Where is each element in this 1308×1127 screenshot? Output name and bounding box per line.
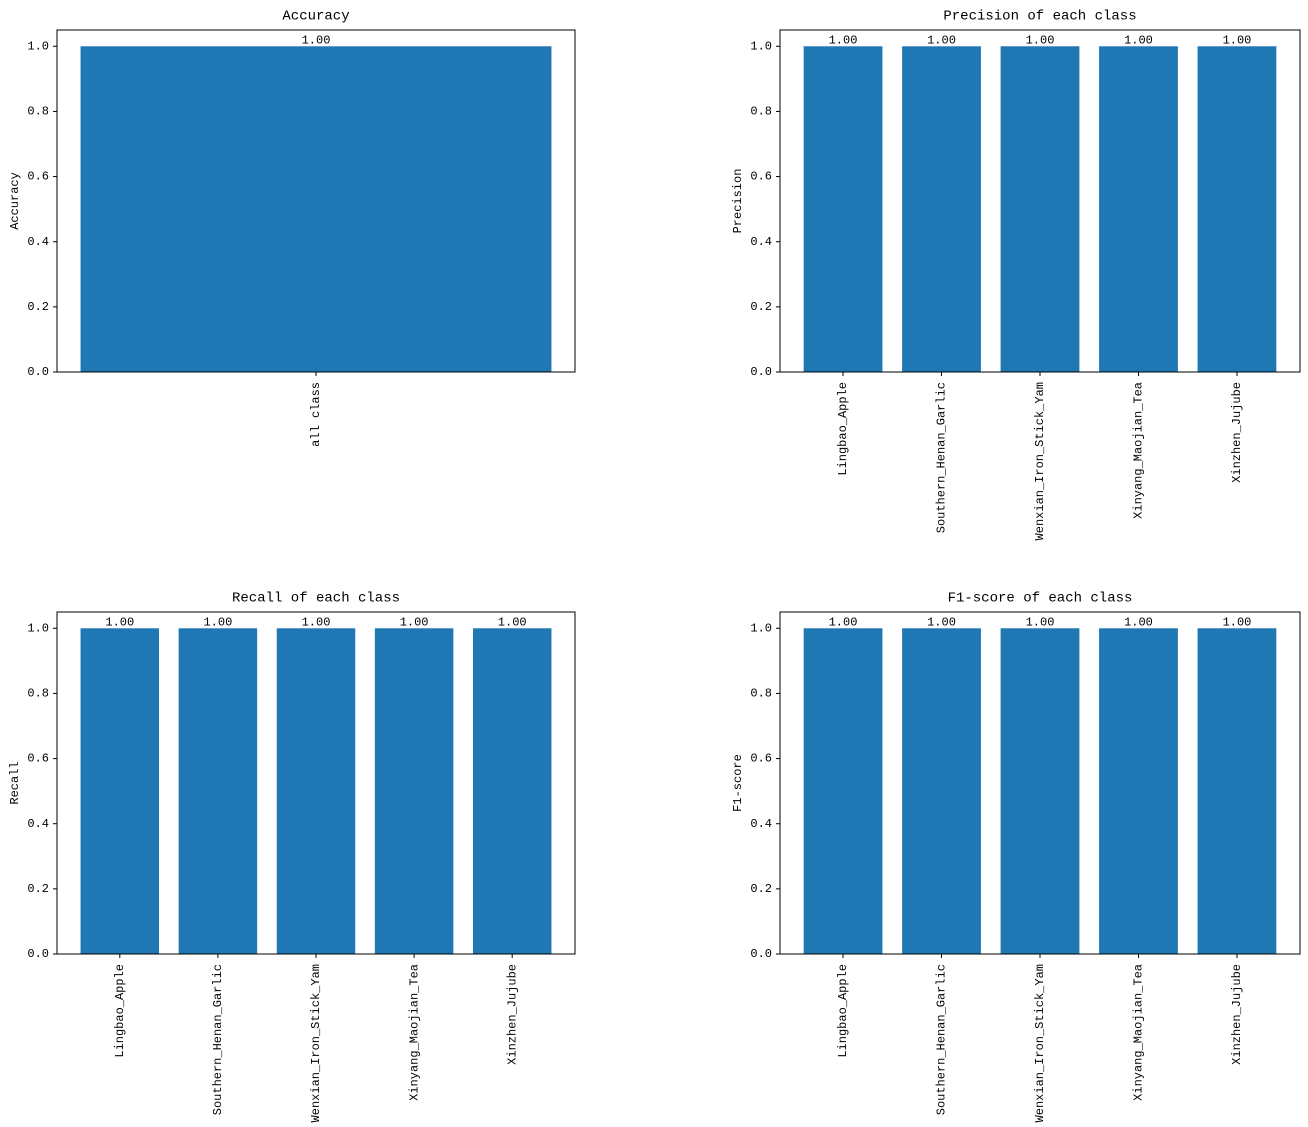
value-label: 1.00 [927,615,956,629]
y-tick-label: 1.0 [27,39,49,53]
value-label: 1.00 [1223,33,1252,47]
x-tick-label: Xinyang_Maojian_Tea [1132,382,1146,519]
y-tick-label: 0.4 [27,235,49,249]
bar [1197,46,1277,373]
y-tick-label: 0.6 [27,752,49,766]
y-tick-label: 0.2 [750,882,772,896]
value-label: 1.00 [927,33,956,47]
chart-title: F1-score of each class [948,591,1133,607]
axes-frame [56,29,576,373]
value-label: 1.00 [1124,615,1153,629]
x-tick-label: Southern_Henan_Garlic [935,382,949,533]
value-label: 1.00 [829,615,858,629]
value-label: 1.00 [105,615,134,629]
bar [1197,628,1277,954]
y-axis-label: Accuracy [8,172,22,230]
y-tick-label: 0.0 [750,947,772,961]
bar [803,46,883,373]
x-tick-label: Lingbao_Apple [113,964,127,1058]
value-label: 1.00 [302,615,331,629]
value-label: 1.00 [829,33,858,47]
y-tick-label: 0.4 [27,817,49,831]
x-tick-label: Xinyang_Maojian_Tea [407,964,421,1101]
bar [803,628,883,954]
y-tick-label: 0.0 [27,365,49,379]
bar [472,628,552,954]
value-label: 1.00 [203,615,232,629]
chart-title: Precision of each class [943,9,1136,25]
y-tick-label: 0.8 [750,105,772,119]
y-axis-label: F1-score [731,754,745,812]
value-label: 1.00 [1223,615,1252,629]
bar [1099,628,1178,954]
x-tick-label: Wenxian_Iron_Stick_Yam [309,964,323,1122]
y-tick-label: 1.0 [750,39,772,53]
bar [80,46,552,373]
y-tick-label: 0.4 [750,235,772,249]
y-tick-label: 1.0 [750,621,772,635]
y-axis-label: Precision [731,169,745,234]
bar [374,628,454,954]
y-tick-label: 0.2 [27,882,49,896]
x-tick-label: Southern_Henan_Garlic [211,964,225,1115]
y-tick-label: 0.6 [750,170,772,184]
value-label: 1.00 [1026,615,1055,629]
y-tick-label: 0.0 [750,365,772,379]
bar [1000,628,1080,954]
bar [902,628,981,954]
value-label: 1.00 [1124,33,1153,47]
value-label: 1.00 [400,615,429,629]
chart-title: Recall of each class [232,591,400,607]
y-tick-label: 0.8 [750,687,772,701]
value-label: 1.00 [498,615,527,629]
x-tick-label: Xinzhen_Jujube [1230,964,1244,1065]
y-tick-label: 0.0 [27,947,49,961]
x-tick-label: Xinzhen_Jujube [505,964,519,1065]
bar [1000,46,1080,373]
bar [276,628,356,954]
y-tick-label: 0.6 [750,752,772,766]
y-tick-label: 0.8 [27,687,49,701]
y-tick-label: 0.6 [27,170,49,184]
x-tick-label: Wenxian_Iron_Stick_Yam [1033,382,1047,540]
bar [902,46,981,373]
y-tick-label: 0.8 [27,105,49,119]
value-label: 1.00 [1026,33,1055,47]
x-tick-label: Southern_Henan_Garlic [935,964,949,1115]
chart-title: Accuracy [282,9,349,25]
y-tick-label: 1.0 [27,621,49,635]
value-label: 1.00 [302,33,331,47]
x-tick-label: Lingbao_Apple [836,382,850,476]
x-tick-label: Xinzhen_Jujube [1230,382,1244,483]
x-tick-label: all class [309,382,323,447]
axes-frame [779,611,1301,955]
bar [80,628,160,954]
y-tick-label: 0.2 [27,300,49,314]
axes-frame [779,29,1301,373]
y-tick-label: 0.2 [750,300,772,314]
bar [1099,46,1178,373]
x-tick-label: Xinyang_Maojian_Tea [1132,964,1146,1101]
bar [178,628,258,954]
y-axis-label: Recall [8,761,22,804]
x-tick-label: Lingbao_Apple [836,964,850,1058]
y-tick-label: 0.4 [750,817,772,831]
x-tick-label: Wenxian_Iron_Stick_Yam [1033,964,1047,1122]
axes-frame [56,611,576,955]
